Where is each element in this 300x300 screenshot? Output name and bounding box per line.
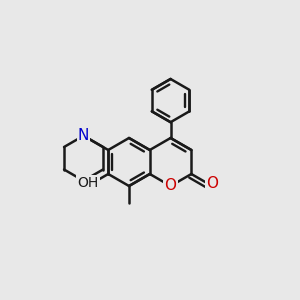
Text: O: O (165, 178, 177, 194)
Text: O: O (206, 176, 218, 191)
Text: N: N (78, 128, 89, 143)
Text: OH: OH (77, 176, 99, 190)
